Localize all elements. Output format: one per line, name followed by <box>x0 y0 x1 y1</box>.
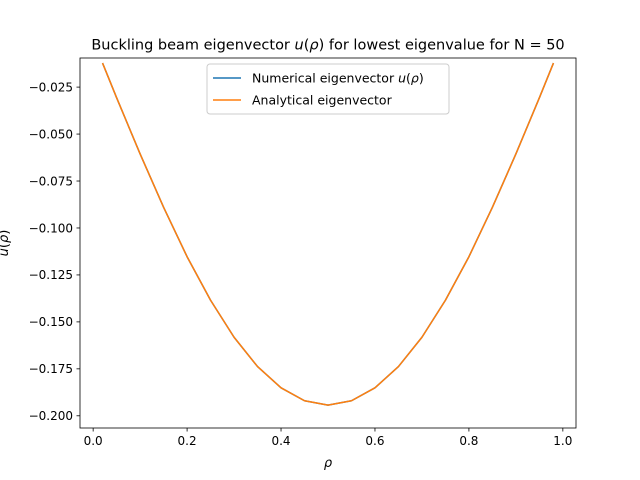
title-math-rho: ρ <box>309 38 319 54</box>
plot-area <box>80 58 576 428</box>
x-tick-label: 1.0 <box>553 434 572 448</box>
legend-box <box>206 63 450 115</box>
y-tick-label: −0.125 <box>29 268 73 282</box>
chart-title: Buckling beam eigenvector u(ρ) for lowes… <box>91 38 564 54</box>
y-label-close: ) <box>0 230 12 235</box>
x-tick-label: 0.6 <box>365 434 384 448</box>
legend-label-analytical: Analytical eigenvector <box>252 93 393 108</box>
series-layer <box>101 62 555 406</box>
legend: Numerical eigenvector u(ρ) Analytical ei… <box>206 63 450 115</box>
y-axis-ticks: −0.025 −0.050 −0.075 −0.100 −0.125 −0.150 −0.1… <box>29 80 80 423</box>
x-axis-ticks: 0.0 0.2 0.4 0.6 0.8 1.0 <box>84 428 572 448</box>
legend-numerical-close: ) <box>419 71 424 86</box>
title-math-close: ) <box>319 38 325 54</box>
legend-numerical-rho: ρ <box>411 71 419 86</box>
y-tick-label: −0.200 <box>29 409 73 423</box>
x-tick-label: 0.4 <box>271 434 290 448</box>
title-math-open: ( <box>304 38 310 54</box>
x-tick-label: 0.0 <box>84 434 103 448</box>
y-label-rho: ρ <box>0 234 12 243</box>
plot-frame <box>79 57 577 429</box>
title-part-1: Buckling beam eigenvector <box>91 38 294 54</box>
y-label-open: ( <box>0 243 12 248</box>
y-label-u: u <box>0 248 12 256</box>
y-tick-label: −0.150 <box>29 315 73 329</box>
title-math: u <box>295 38 304 54</box>
x-axis-label: ρ <box>324 456 333 471</box>
y-tick-label: −0.100 <box>29 221 73 235</box>
legend-label-numerical: Numerical eigenvector u(ρ) <box>252 71 424 86</box>
y-tick-label: −0.025 <box>29 80 73 94</box>
legend-numerical-u: u <box>398 71 406 86</box>
x-tick-label: 0.2 <box>178 434 197 448</box>
y-tick-label: −0.175 <box>29 362 73 376</box>
legend-numerical-open: ( <box>406 71 411 86</box>
y-axis-label: u(ρ) <box>0 230 12 257</box>
y-tick-label: −0.075 <box>29 174 73 188</box>
series-line-analytical <box>101 62 555 406</box>
title-part-2: for lowest eigenvalue for N = 50 <box>324 38 564 54</box>
y-tick-label: −0.050 <box>29 127 73 141</box>
legend-numerical-text: Numerical eigenvector <box>252 71 398 86</box>
x-tick-label: 0.8 <box>459 434 478 448</box>
